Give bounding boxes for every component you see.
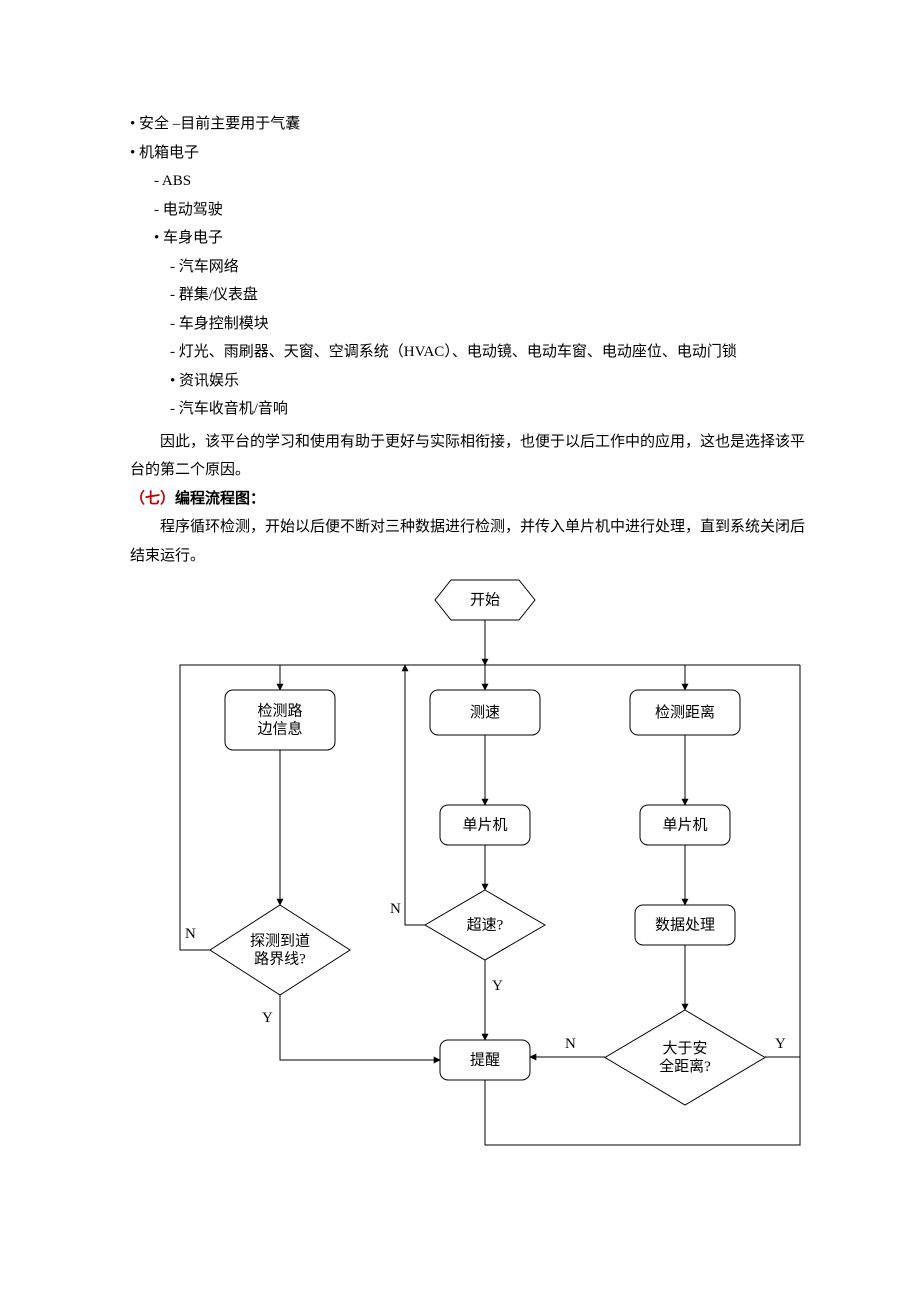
section-number: （七） (130, 491, 175, 507)
bullet-item: - 汽车网络 (130, 253, 810, 282)
flow-node-mcu1: 单片机 (440, 805, 530, 845)
edge-label: Y (492, 978, 503, 994)
flow-node-speed: 测速 (430, 690, 540, 735)
flow-edge (405, 665, 425, 925)
section-heading: （七）编程流程图： (130, 485, 810, 514)
bullet-item: • 安全 –目前主要用于气囊 (130, 110, 810, 139)
edge-label: N (185, 926, 196, 942)
bullet-item: - 车身控制模块 (130, 310, 810, 339)
flow-edge (785, 665, 800, 1057)
bullet-item: - 电动驾驶 (130, 196, 810, 225)
flow-node-safe: 大于安全距离? (605, 1010, 765, 1105)
edge-label: Y (262, 1010, 273, 1026)
node-label: 单片机 (662, 816, 707, 833)
node-label: 单片机 (462, 816, 507, 833)
node-label: 开始 (470, 591, 500, 608)
edge-label: N (390, 901, 401, 917)
bullet-item: - 灯光、雨刷器、天窗、空调系统（HVAC）、电动镜、电动车窗、电动座位、电动门… (130, 338, 810, 367)
node-label: 全距离? (659, 1057, 711, 1075)
flow-node-mcu2: 单片机 (640, 805, 730, 845)
node-label: 大于安 (662, 1040, 707, 1057)
bullet-item: - 汽车收音机/音响 (130, 395, 810, 424)
bullet-item: • 资讯娱乐 (130, 367, 810, 396)
flow-node-dist: 检测距离 (630, 690, 740, 735)
flow-node-proc: 数据处理 (635, 905, 735, 945)
flow-node-detect: 检测路边信息 (225, 690, 335, 750)
node-label: 检测路 (257, 702, 302, 719)
flow-edge (280, 995, 440, 1060)
flow-node-line: 探测到道路界线? (210, 905, 350, 995)
node-label: 路界线? (254, 950, 306, 967)
bullet-item: - 群集/仪表盘 (130, 281, 810, 310)
node-label: 探测到道 (250, 932, 310, 949)
bullet-item: • 机箱电子 (130, 139, 810, 168)
node-label: 边信息 (257, 720, 302, 737)
flowchart-svg: Y N Y N N Y 开始检测路边信息 测速 检测距离单片机 单片机超速? 探测到道路界线? 数据处… (130, 570, 810, 1190)
node-label: 测速 (470, 704, 500, 721)
bullet-item: • 车身电子 (130, 224, 810, 253)
flow-node-alert: 提醒 (440, 1040, 530, 1080)
flow-node-over: 超速? (425, 890, 545, 960)
node-label: 提醒 (470, 1051, 500, 1068)
node-label: 超速? (467, 916, 504, 933)
flow-node-start: 开始 (435, 580, 535, 620)
edge-label: Y (775, 1036, 786, 1052)
node-label: 检测距离 (655, 704, 715, 721)
section-title: 编程流程图： (175, 491, 265, 507)
paragraph-reason: 因此，该平台的学习和使用有助于更好与实际相衔接，也便于以后工作中的应用，这也是选… (130, 428, 810, 485)
bullet-list: • 安全 –目前主要用于气囊• 机箱电子- ABS- 电动驾驶• 车身电子- 汽… (130, 110, 810, 424)
flowchart: Y N Y N N Y 开始检测路边信息 测速 检测距离单片机 单片机超速? 探测到道路界线? 数据处… (130, 570, 810, 1190)
node-label: 数据处理 (655, 916, 715, 933)
bullet-item: - ABS (130, 167, 810, 196)
paragraph-loop: 程序循环检测，开始以后便不断对三种数据进行检测，并传入单片机中进行处理，直到系统… (130, 513, 810, 570)
edge-label: N (565, 1036, 576, 1052)
